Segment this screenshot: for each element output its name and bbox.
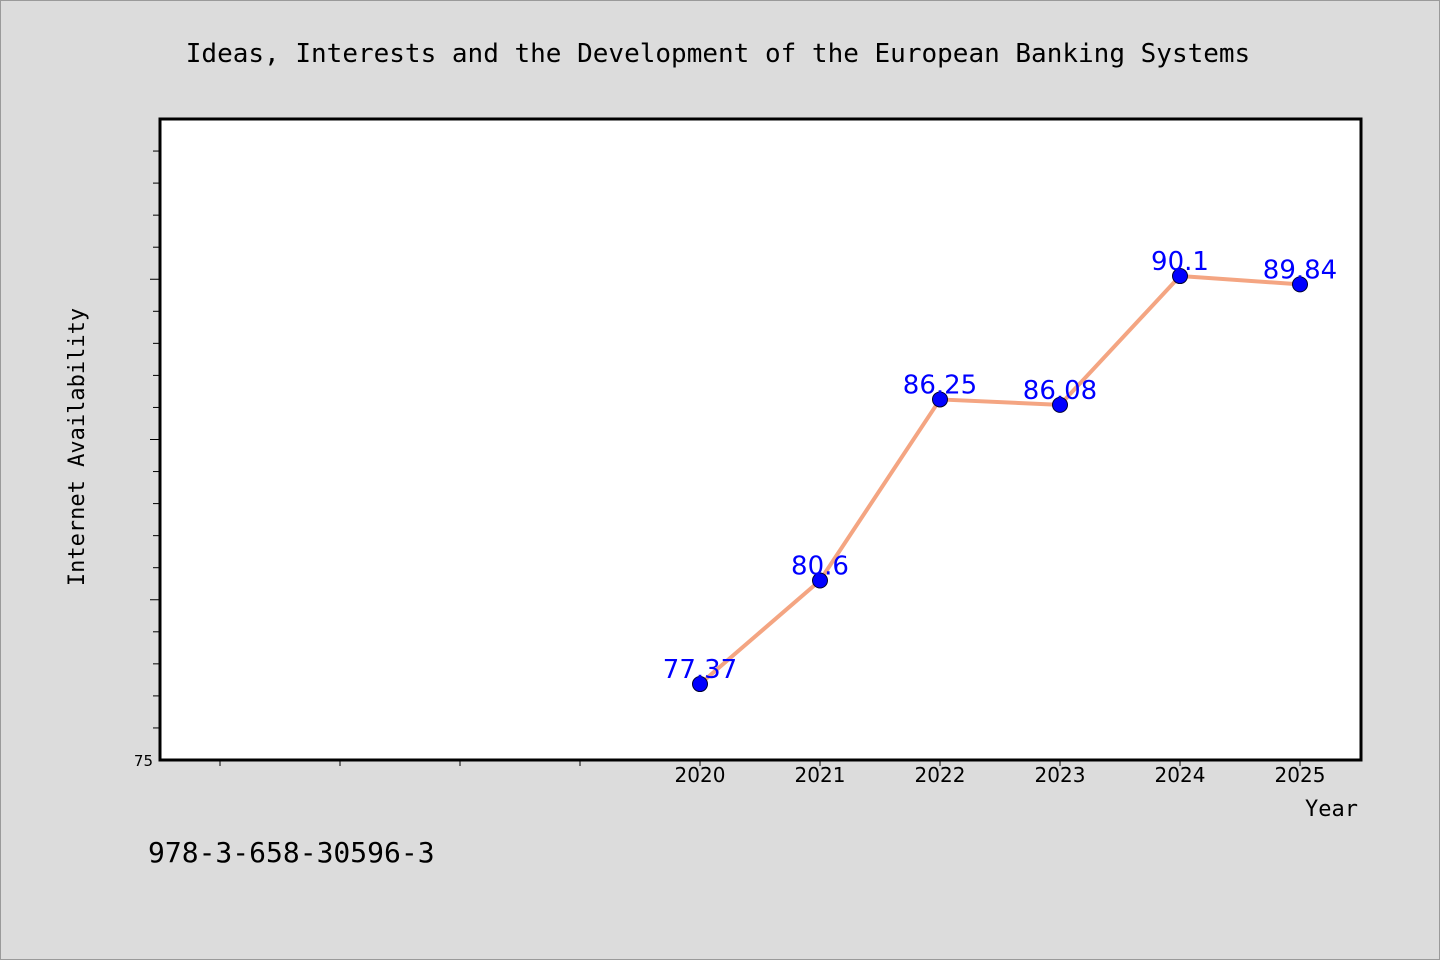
x-tick-label: 2022 [915, 763, 966, 787]
x-tick-label: 2020 [675, 763, 726, 787]
data-point [1292, 276, 1308, 293]
chart-title: Ideas, Interests and the Development of … [186, 39, 1250, 69]
series-layer: 77.37 80.6 86.25 86.08 90.1 89.84 [663, 247, 1337, 693]
data-label: 86.08 [1023, 376, 1097, 406]
data-point [1052, 396, 1068, 413]
data-point [692, 676, 708, 693]
plot-area [158, 117, 1363, 762]
data-point [812, 572, 828, 589]
x-axis-label: Year [1305, 797, 1358, 822]
data-label: 77.37 [663, 655, 737, 685]
data-point [1172, 268, 1188, 285]
data-point [932, 391, 948, 408]
x-tick-label: 2021 [795, 763, 846, 787]
data-label: 80.6 [791, 552, 849, 582]
x-axis-ticks [219, 760, 1301, 766]
x-tick-label: 2025 [1275, 763, 1326, 787]
y-tick-label-min: 75 [134, 752, 153, 770]
data-label: 86.25 [903, 370, 977, 400]
isbn-footer: 978-3-658-30596-3 [148, 836, 435, 869]
y-axis-ticks [150, 150, 160, 729]
x-tick-label: 2024 [1155, 763, 1206, 787]
series-line [698, 274, 1301, 686]
x-tick-label: 2023 [1035, 763, 1086, 787]
y-axis-label: Internet Availability [65, 308, 90, 586]
data-label: 89.84 [1263, 255, 1337, 285]
x-tick-labels: 2020 2021 2022 2023 2024 2025 [675, 763, 1326, 787]
data-label: 90.1 [1151, 247, 1209, 277]
